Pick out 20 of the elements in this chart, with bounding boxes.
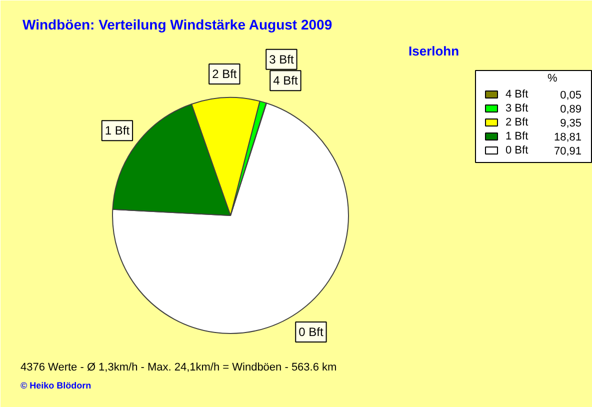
legend-title: % [548,72,558,84]
data-label: 70,91 [554,146,582,158]
slice-label: 1 Bft [104,124,130,138]
legend-label: 1 Bft [506,130,528,142]
text: © Heiko Blödorn [20,380,92,390]
data-label: 0,05 [560,90,582,102]
legend-label: 3 Bft [506,102,528,114]
legend-label: 4 Bft [506,88,528,100]
data-label: 18,81 [554,132,582,144]
data-label: 0,89 [560,104,582,116]
chart-subtitle: Iserlohn [408,44,460,58]
legend-label: 0 Bft [506,144,528,156]
slice-label: 2 Bft [212,67,238,82]
legend-label: 2 Bft [506,116,528,128]
slice-label: 3 Bft [269,52,294,66]
data-label: 9,35 [560,118,582,130]
chart-title: Windböen: Verteilung Windstärke August 2009 [22,16,332,32]
text: 4376 Werte - Ø 1,3km/h - Max. 24,1km/h = Windböen - 563.6 km [20,362,337,374]
slice-label: 0 Bft [298,325,324,340]
slice-label: 4 Bft [273,74,298,88]
